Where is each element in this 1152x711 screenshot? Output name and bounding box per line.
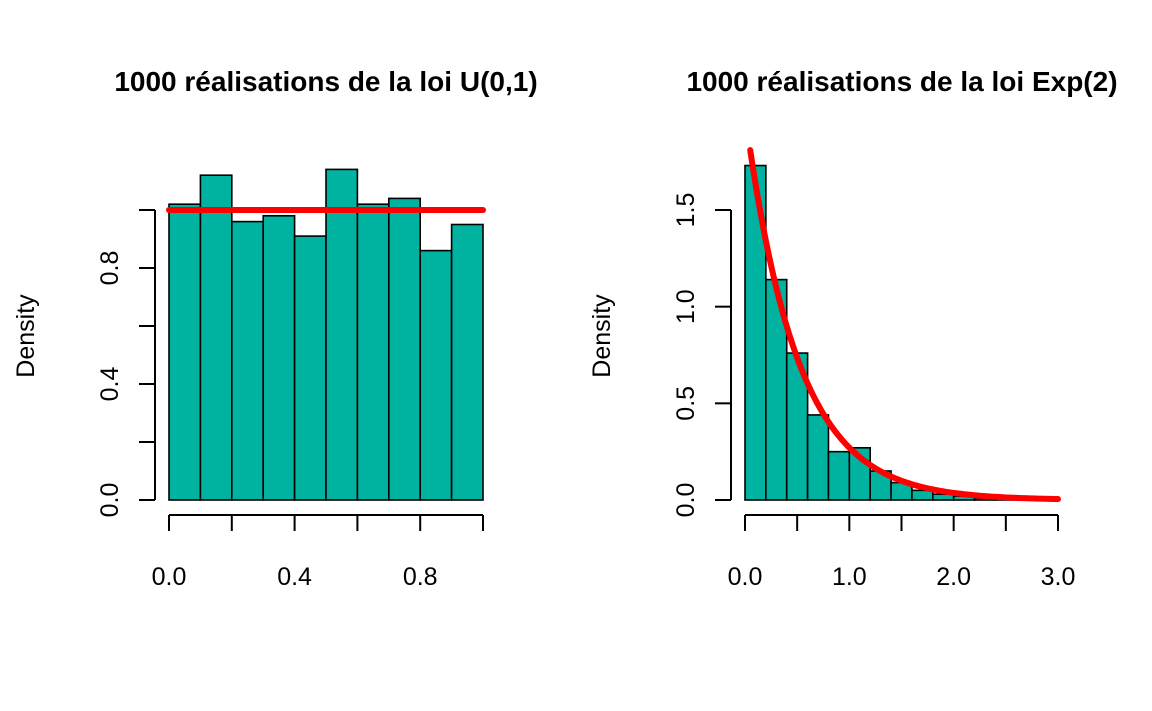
x-tick-label: 0.8 (403, 563, 438, 591)
y-tick-label: 1.0 (672, 289, 700, 324)
y-axis: 0.0 0.5 1.0 1.5 (672, 193, 732, 518)
y-tick-label: 0.4 (96, 367, 124, 402)
x-tick-label: 0.4 (277, 563, 312, 591)
chart-title: 1000 réalisations de la loi Exp(2) (686, 66, 1117, 97)
histogram-bar (806, 414, 830, 501)
bars (168, 168, 484, 501)
histogram-bar (293, 235, 327, 501)
y-axis-label: Density (12, 294, 40, 378)
x-axis: 0.0 0.4 0.8 (152, 514, 484, 591)
bars (744, 164, 1059, 501)
histogram-bar (356, 203, 390, 501)
histogram-bar (325, 168, 359, 501)
y-axis-label: Density (588, 294, 616, 378)
y-tick-label: 0.8 (96, 251, 124, 286)
density-curve (747, 147, 1061, 503)
histogram-bar (450, 223, 484, 501)
y-tick-label: 0.5 (672, 386, 700, 421)
x-tick-label: 0.0 (152, 563, 187, 591)
x-tick-label: 2.0 (936, 563, 971, 591)
x-tick-label: 3.0 (1041, 563, 1076, 591)
histogram-bar (231, 220, 265, 501)
histogram-bar (419, 249, 453, 501)
histogram-bar (262, 215, 296, 501)
histogram-bar (827, 450, 851, 501)
exponential-histogram-panel: 1000 réalisations de la loi Exp(2) Densi… (588, 66, 1118, 591)
y-axis: 0.0 0.4 0.8 (96, 209, 156, 518)
histogram-bar (387, 197, 421, 501)
chart-title: 1000 réalisations de la loi U(0,1) (114, 66, 537, 97)
y-tick-label: 0.0 (96, 483, 124, 518)
x-tick-label: 1.0 (832, 563, 867, 591)
density-line (747, 147, 1061, 503)
x-tick-label: 0.0 (728, 563, 763, 591)
uniform-histogram-panel: 1000 réalisations de la loi U(0,1) Densi… (12, 66, 538, 591)
histogram-bar (199, 174, 233, 501)
y-tick-label: 0.0 (672, 483, 700, 518)
y-tick-label: 1.5 (672, 193, 700, 228)
x-axis: 0.0 1.0 2.0 3.0 (728, 514, 1076, 591)
histogram-bar (168, 203, 202, 501)
